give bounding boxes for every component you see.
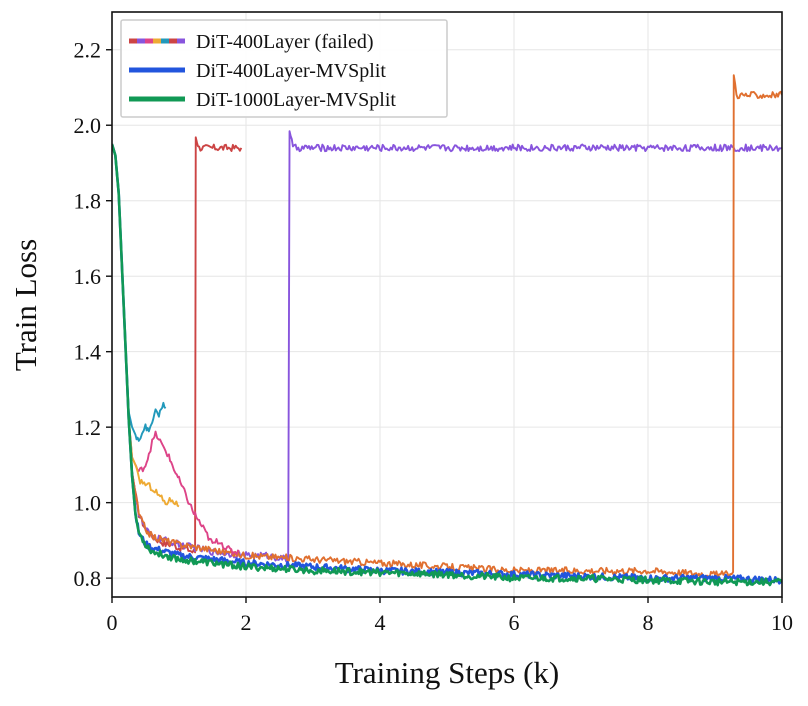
- y-tick-label: 1.4: [74, 340, 102, 365]
- legend-label: DiT-400Layer-MVSplit: [196, 60, 386, 82]
- x-tick-label: 10: [771, 610, 793, 635]
- y-tick-label: 1.6: [74, 264, 102, 289]
- y-tick-label: 1.0: [74, 491, 102, 516]
- y-tick-label: 2.2: [74, 38, 102, 63]
- legend-label: DiT-1000Layer-MVSplit: [196, 89, 396, 111]
- x-tick-label: 4: [375, 610, 386, 635]
- y-tick-label: 0.8: [74, 566, 102, 591]
- x-tick-label: 6: [509, 610, 520, 635]
- series-line-dit-1000layer-mvsplit: [112, 143, 782, 587]
- axis-ticks: 0 2 4 6 8 10 0.8 1.0 1.2 1.4 1.6 1.8 2.0 2.2: [74, 38, 794, 635]
- x-tick-label: 8: [643, 610, 654, 635]
- x-tick-label: 0: [107, 610, 118, 635]
- legend: DiT-400Layer (failed) DiT-400Layer-MVSpli…: [120, 19, 448, 118]
- legend-box: [120, 19, 448, 118]
- y-axis-label: Train Loss: [8, 239, 43, 371]
- series-line-failed-run: [112, 74, 782, 579]
- y-tick-label: 1.2: [74, 415, 102, 440]
- x-axis-label: Training Steps (k): [335, 655, 559, 690]
- x-tick-label: 2: [241, 610, 252, 635]
- y-tick-label: 2.0: [74, 113, 102, 138]
- legend-label: DiT-400Layer (failed): [196, 31, 374, 53]
- y-tick-label: 1.8: [74, 189, 102, 214]
- plot-frame: [111, 11, 783, 598]
- series-lines: [112, 74, 782, 587]
